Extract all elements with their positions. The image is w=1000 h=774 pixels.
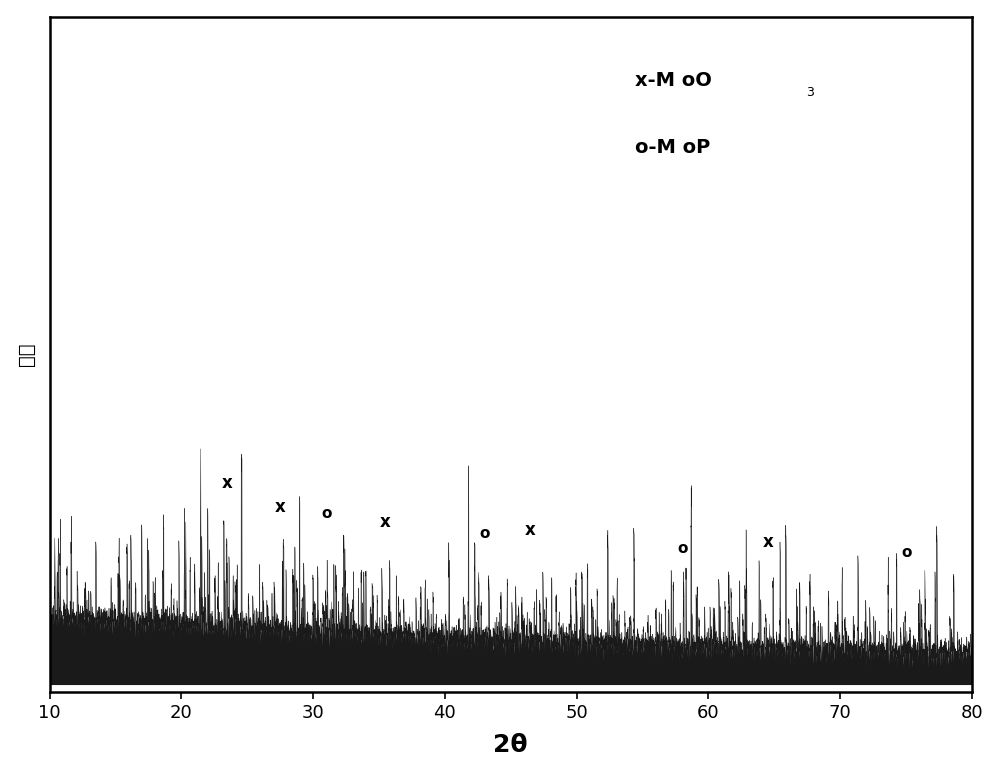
Text: x: x	[222, 474, 233, 492]
Text: $_3$: $_3$	[806, 80, 815, 99]
Text: o: o	[321, 506, 331, 521]
Text: x: x	[275, 498, 286, 515]
Text: o: o	[901, 546, 911, 560]
Text: x: x	[525, 521, 536, 539]
Text: o-M oP: o-M oP	[635, 139, 711, 157]
Text: x: x	[762, 533, 773, 551]
Text: o: o	[479, 526, 490, 541]
Text: x: x	[380, 513, 391, 531]
Text: o: o	[677, 542, 687, 557]
X-axis label: 2θ: 2θ	[493, 733, 528, 757]
Text: x-M oO: x-M oO	[635, 70, 712, 90]
Y-axis label: 强度: 强度	[17, 343, 36, 366]
